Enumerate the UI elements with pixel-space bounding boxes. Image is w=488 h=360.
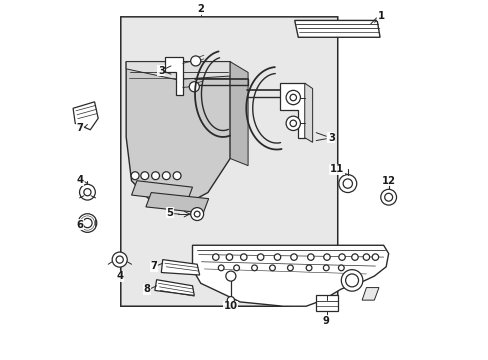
- Text: 12: 12: [381, 176, 395, 186]
- Circle shape: [227, 297, 234, 304]
- Circle shape: [338, 175, 356, 193]
- Circle shape: [189, 82, 199, 92]
- Circle shape: [218, 265, 224, 271]
- Circle shape: [363, 254, 369, 260]
- Circle shape: [257, 254, 264, 260]
- Polygon shape: [316, 296, 338, 311]
- Circle shape: [112, 252, 127, 267]
- Circle shape: [269, 265, 275, 271]
- Circle shape: [151, 172, 159, 180]
- Text: 1: 1: [377, 11, 384, 21]
- Circle shape: [162, 172, 170, 180]
- Polygon shape: [73, 102, 98, 130]
- Circle shape: [141, 172, 148, 180]
- Polygon shape: [121, 17, 337, 306]
- Text: 5: 5: [166, 208, 173, 218]
- Polygon shape: [294, 21, 379, 37]
- Text: 9: 9: [322, 316, 329, 325]
- Circle shape: [251, 265, 257, 271]
- Circle shape: [289, 94, 296, 101]
- Polygon shape: [304, 83, 312, 142]
- Circle shape: [240, 254, 246, 260]
- Polygon shape: [145, 193, 208, 213]
- Circle shape: [80, 184, 95, 200]
- Circle shape: [345, 274, 358, 287]
- Polygon shape: [131, 181, 192, 202]
- Circle shape: [371, 254, 378, 260]
- Circle shape: [226, 254, 232, 260]
- Circle shape: [82, 219, 92, 228]
- Polygon shape: [164, 57, 183, 95]
- Circle shape: [190, 208, 203, 221]
- Circle shape: [380, 189, 396, 205]
- Polygon shape: [161, 260, 199, 275]
- Text: 11: 11: [329, 164, 344, 174]
- Polygon shape: [230, 62, 247, 166]
- Circle shape: [343, 179, 352, 188]
- Text: 7: 7: [77, 123, 83, 133]
- Circle shape: [116, 256, 123, 263]
- Polygon shape: [280, 83, 304, 138]
- Text: 4: 4: [77, 175, 83, 185]
- Text: 3: 3: [327, 133, 334, 143]
- Circle shape: [83, 189, 91, 196]
- Text: 6: 6: [77, 220, 83, 230]
- Circle shape: [323, 254, 329, 260]
- Circle shape: [212, 254, 219, 260]
- Circle shape: [384, 193, 392, 201]
- Circle shape: [274, 254, 280, 260]
- Text: 8: 8: [143, 284, 150, 294]
- Circle shape: [351, 254, 357, 260]
- Text: 10: 10: [224, 301, 237, 311]
- Polygon shape: [126, 62, 230, 80]
- Polygon shape: [192, 245, 388, 306]
- Text: 2: 2: [197, 4, 204, 14]
- Text: 3: 3: [158, 66, 164, 76]
- Circle shape: [78, 214, 97, 232]
- Text: 4: 4: [116, 271, 123, 281]
- Circle shape: [338, 254, 345, 260]
- Circle shape: [290, 254, 297, 260]
- Polygon shape: [126, 62, 230, 210]
- Circle shape: [233, 265, 239, 271]
- Circle shape: [287, 265, 293, 271]
- Polygon shape: [362, 288, 378, 300]
- Circle shape: [190, 56, 201, 66]
- Circle shape: [225, 271, 235, 281]
- Circle shape: [131, 172, 139, 180]
- Polygon shape: [155, 280, 194, 296]
- Text: 7: 7: [150, 261, 157, 271]
- Circle shape: [289, 120, 296, 127]
- Circle shape: [194, 211, 200, 217]
- Circle shape: [305, 265, 311, 271]
- Circle shape: [323, 265, 328, 271]
- Circle shape: [285, 90, 300, 105]
- Circle shape: [338, 265, 344, 271]
- Circle shape: [341, 270, 362, 291]
- Circle shape: [173, 172, 181, 180]
- Circle shape: [307, 254, 313, 260]
- Circle shape: [285, 116, 300, 131]
